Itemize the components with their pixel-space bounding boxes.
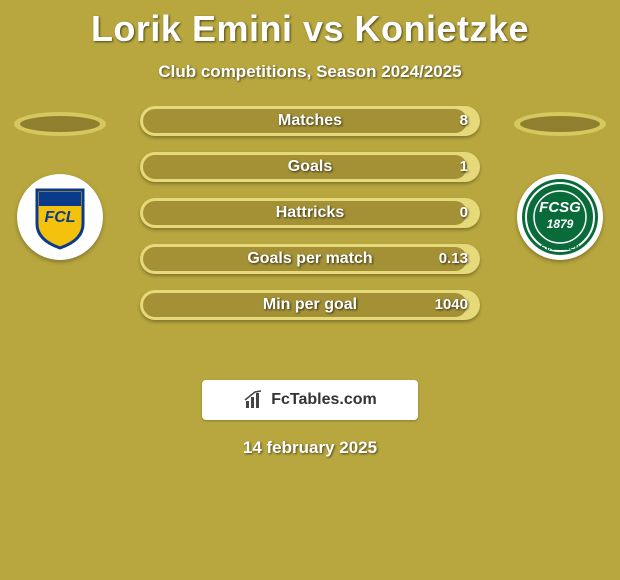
- fcsg-badge-svg: FCSG 1879 ST.GALLEN: [521, 178, 599, 256]
- right-badge-holder: FCSG 1879 ST.GALLEN: [510, 106, 610, 366]
- mid-section: FCL FCSG 1879 ST.GALLEN Matches8 Goals1 Ha…: [0, 106, 620, 366]
- stat-bar: Goals1: [140, 152, 480, 182]
- stat-bar-value: 1040: [435, 290, 468, 320]
- fcl-badge-svg: FCL: [25, 182, 95, 252]
- stat-bar-label: Hattricks: [140, 198, 480, 228]
- stat-bar: Hattricks0: [140, 198, 480, 228]
- stat-bar-value: 8: [460, 106, 468, 136]
- chart-icon: [243, 389, 265, 411]
- stat-bar-value: 0.13: [439, 244, 468, 274]
- svg-text:FCL: FCL: [44, 209, 75, 226]
- stat-bar-label: Goals: [140, 152, 480, 182]
- branding-box[interactable]: FcTables.com: [202, 380, 418, 420]
- left-shadow-ellipse: [14, 112, 106, 136]
- stat-bar: Goals per match0.13: [140, 244, 480, 274]
- fcsg-badge: FCSG 1879 ST.GALLEN: [517, 174, 603, 260]
- stat-bar: Min per goal1040: [140, 290, 480, 320]
- date-text: 14 february 2025: [0, 438, 620, 458]
- stat-bar-label: Matches: [140, 106, 480, 136]
- fcl-badge: FCL: [17, 174, 103, 260]
- branding-text: FcTables.com: [271, 391, 377, 409]
- svg-text:1879: 1879: [547, 217, 574, 231]
- left-badge-holder: FCL: [10, 106, 110, 366]
- subtitle: Club competitions, Season 2024/2025: [0, 62, 620, 82]
- right-shadow-ellipse: [514, 112, 606, 136]
- stat-bar-value: 1: [460, 152, 468, 182]
- stat-bar-value: 0: [460, 198, 468, 228]
- stat-bar-label: Min per goal: [140, 290, 480, 320]
- stat-bar-label: Goals per match: [140, 244, 480, 274]
- svg-text:ST.GALLEN: ST.GALLEN: [541, 245, 580, 252]
- stat-bar: Matches8: [140, 106, 480, 136]
- comparison-card: Lorik Emini vs Konietzke Club competitio…: [0, 0, 620, 580]
- svg-text:FCSG: FCSG: [539, 199, 581, 216]
- stat-bars: Matches8Goals1Hattricks0Goals per match0…: [140, 106, 480, 336]
- page-title: Lorik Emini vs Konietzke: [0, 0, 620, 50]
